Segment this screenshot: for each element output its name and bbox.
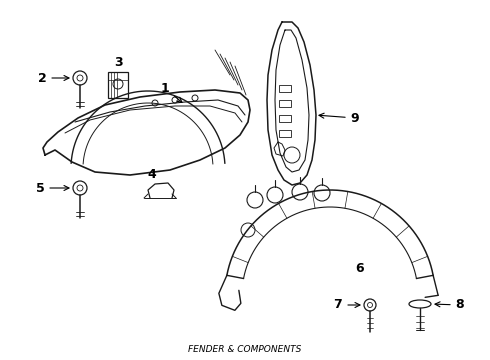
Text: 3: 3 [114, 55, 122, 68]
Text: 9: 9 [319, 112, 359, 125]
Text: 2: 2 [38, 72, 69, 85]
Text: 5: 5 [36, 181, 69, 194]
Circle shape [314, 185, 330, 201]
Bar [279, 115, 291, 122]
Text: 4: 4 [147, 167, 156, 180]
Circle shape [292, 184, 308, 200]
Text: 1: 1 [161, 81, 182, 102]
Text: 8: 8 [435, 298, 465, 311]
Bar [279, 130, 291, 137]
Circle shape [267, 187, 283, 203]
Circle shape [247, 192, 263, 208]
Bar [279, 100, 291, 107]
Text: FENDER & COMPONENTS: FENDER & COMPONENTS [188, 346, 302, 355]
Bar [108, 72, 128, 98]
Text: 6: 6 [356, 261, 364, 274]
Bar [279, 85, 291, 92]
Text: 7: 7 [334, 298, 360, 311]
